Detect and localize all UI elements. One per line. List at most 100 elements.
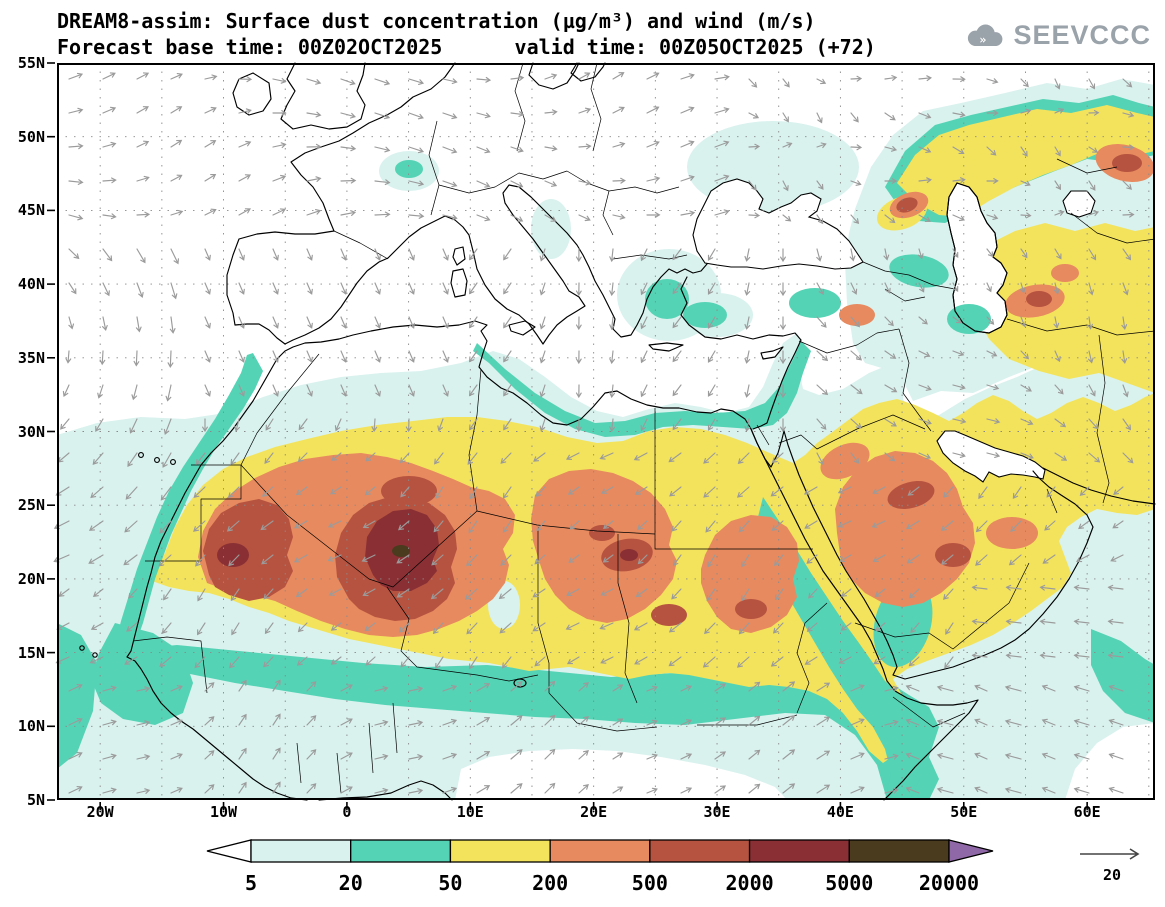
wind-arrow bbox=[771, 520, 784, 531]
wind-arrow bbox=[467, 452, 478, 465]
wind-arrow bbox=[136, 686, 151, 692]
wind-arrow bbox=[1020, 316, 1026, 328]
colorbar-svg: 5 20 50 200 500 2000 5000 20000 bbox=[206, 839, 994, 895]
coast-turkey-levant bbox=[680, 276, 802, 430]
wind-arrow bbox=[297, 452, 308, 463]
wind-arrow bbox=[952, 111, 966, 118]
canary-island bbox=[170, 459, 176, 465]
wind-arrow bbox=[780, 350, 786, 365]
wind-arrow bbox=[65, 350, 72, 364]
wind-arrow bbox=[227, 486, 240, 498]
wind-arrow bbox=[936, 719, 954, 726]
wind-arrow bbox=[408, 248, 415, 261]
wind-arrow bbox=[986, 214, 999, 220]
lat-tick-label: 5N bbox=[26, 791, 45, 809]
wind-arrow bbox=[806, 554, 818, 564]
wind-arrow bbox=[780, 248, 786, 263]
wind-arrow bbox=[405, 418, 412, 433]
wind-arrow bbox=[1008, 554, 1022, 566]
wind-arrow bbox=[906, 554, 920, 564]
wind-arrow bbox=[1107, 618, 1124, 625]
wind-arrow bbox=[680, 753, 693, 760]
wind-arrow bbox=[408, 384, 415, 397]
wind-arrow bbox=[442, 316, 449, 329]
seevccc-logo: » SEEVCCC bbox=[961, 20, 1151, 51]
wind-arrow bbox=[986, 418, 1001, 424]
wind-arrow bbox=[272, 747, 281, 760]
wind-arrow bbox=[782, 112, 789, 123]
wind-arrow bbox=[102, 282, 110, 297]
wind-arrow bbox=[408, 686, 424, 692]
wind-arrow bbox=[272, 350, 279, 363]
wind-arrow bbox=[612, 177, 626, 184]
wind-arrow bbox=[707, 248, 716, 261]
wind-arrow bbox=[680, 719, 693, 726]
wind-arrow bbox=[906, 520, 920, 529]
wind-arrow bbox=[744, 248, 751, 262]
wind-arrow bbox=[204, 248, 211, 261]
wind-arrow bbox=[1046, 486, 1056, 498]
wind-arrow bbox=[578, 750, 589, 760]
wind-arrow bbox=[435, 486, 444, 500]
wind-arrow bbox=[204, 282, 211, 295]
wind-arrow bbox=[707, 316, 716, 329]
wind-arrow bbox=[1122, 144, 1135, 151]
wind-arrow bbox=[1073, 719, 1090, 726]
wind-arrow bbox=[1088, 210, 1100, 217]
wind-arrow bbox=[170, 753, 183, 760]
wind-arrow bbox=[340, 350, 347, 363]
coast-corsica bbox=[452, 246, 466, 266]
wind-arrow bbox=[744, 350, 751, 364]
wind-arrow bbox=[578, 179, 592, 186]
svg-text:»: » bbox=[980, 32, 987, 46]
wind-arrow bbox=[1044, 520, 1056, 531]
wind-arrow bbox=[532, 622, 546, 632]
wind-arrow bbox=[374, 788, 389, 794]
wind-arrow bbox=[126, 622, 138, 632]
wind-arrow bbox=[872, 554, 886, 562]
wind-arrow bbox=[837, 520, 852, 528]
wind-arrow bbox=[102, 316, 108, 331]
wind-arrow bbox=[771, 452, 784, 464]
no-dust-mask-layer bbox=[455, 723, 1155, 800]
wind-arrow bbox=[671, 588, 682, 600]
wind-arrow bbox=[468, 350, 478, 363]
colorbar-segment bbox=[350, 839, 452, 863]
lat-tick-label: 25N bbox=[17, 496, 45, 515]
wind-arrow bbox=[68, 316, 75, 330]
wind-arrow bbox=[501, 656, 512, 669]
wind-arrow bbox=[442, 786, 458, 794]
wind-arrow bbox=[816, 282, 824, 295]
wind-arrow bbox=[986, 248, 994, 258]
colorbar-overflow-arrow bbox=[948, 839, 994, 863]
wind-arrow bbox=[680, 140, 695, 148]
wind-arrow bbox=[238, 747, 247, 760]
wind-arrow bbox=[1053, 282, 1060, 295]
wind-arrow bbox=[238, 248, 245, 261]
wind-arrow bbox=[226, 520, 240, 532]
wind-arrow bbox=[884, 112, 896, 121]
wind-arrow bbox=[123, 554, 138, 566]
wind-arrow bbox=[1020, 452, 1034, 460]
colorbar-label: 20000 bbox=[919, 871, 979, 895]
wind-arrow bbox=[159, 520, 172, 534]
wind-arrow bbox=[238, 108, 252, 115]
wind-arrow bbox=[204, 106, 217, 114]
wind-arrow bbox=[612, 106, 625, 114]
lat-axis: 55N 50N 45N 40N 35N 30N 25N 20N 15N 10N 5N bbox=[0, 54, 50, 809]
wind-arrow bbox=[850, 180, 862, 186]
wind-arrow bbox=[986, 110, 999, 116]
wind-arrow bbox=[272, 110, 287, 116]
wind-arrow bbox=[228, 554, 240, 567]
wind-arrow bbox=[170, 787, 183, 794]
wind-arrow bbox=[238, 713, 247, 726]
wind-arrow bbox=[510, 783, 523, 794]
wind-arrow bbox=[804, 656, 818, 665]
wind-arrow bbox=[714, 74, 730, 81]
wind-arrow bbox=[1108, 684, 1124, 692]
wind-arrow bbox=[229, 656, 240, 669]
wind-arrow bbox=[170, 73, 183, 80]
wind-arrow bbox=[748, 143, 761, 150]
wind-arrow bbox=[340, 316, 347, 329]
wind-arrow bbox=[374, 146, 391, 153]
